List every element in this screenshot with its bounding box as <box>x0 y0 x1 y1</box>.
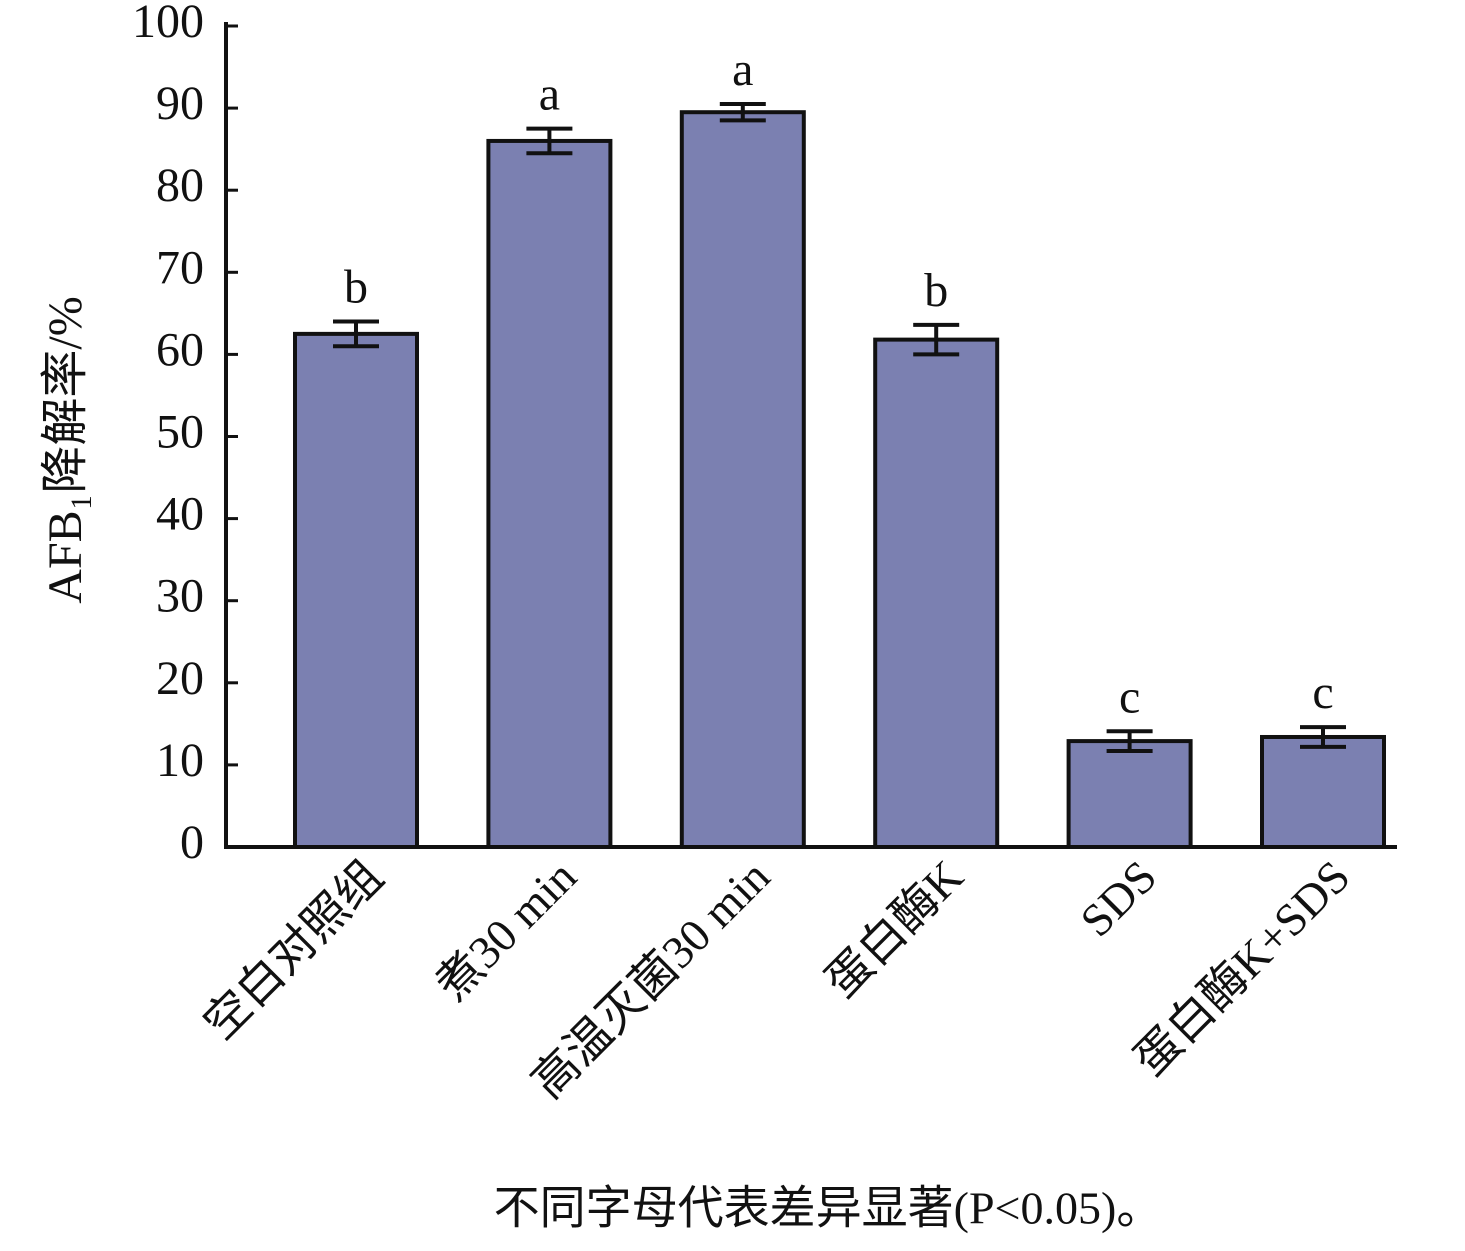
significance-label: c <box>1312 666 1333 719</box>
significance-label: b <box>344 261 368 314</box>
x-tick-label: 空白对照组 <box>194 850 393 1049</box>
y-axis-label: AFB₁降解率/% <box>39 296 92 603</box>
y-tick-label: 0 <box>180 816 204 869</box>
y-tick-label: 50 <box>156 406 204 459</box>
y-tick-label: 80 <box>156 159 204 212</box>
error-bar <box>913 322 960 357</box>
bar <box>1066 739 1193 849</box>
y-tick-label: 30 <box>156 570 204 623</box>
significance-label: c <box>1119 670 1140 723</box>
error-bar <box>526 126 573 156</box>
significance-label: a <box>732 43 753 96</box>
x-tick-label: 蛋白酶K <box>816 850 973 1007</box>
error-bar <box>1106 729 1153 753</box>
bar <box>873 337 1000 849</box>
error-bar <box>333 319 379 349</box>
y-tick-label: 60 <box>156 323 204 376</box>
y-tick-label: 70 <box>156 241 204 294</box>
bar <box>293 331 419 849</box>
error-bar <box>1300 725 1346 749</box>
y-tick-label: 20 <box>156 652 204 705</box>
bar <box>679 110 806 849</box>
bar <box>486 138 613 849</box>
x-tick-label: SDS <box>1070 850 1166 946</box>
x-tick-label: 煮30 min <box>426 850 586 1010</box>
error-bar <box>719 101 766 123</box>
y-tick-label: 10 <box>156 734 204 787</box>
y-tick-label: 40 <box>156 488 204 541</box>
footnote: 不同字母代表差异显著(P<0.05)。 <box>494 1183 1163 1234</box>
significance-label: b <box>924 264 948 317</box>
y-tick-label: 90 <box>156 77 204 130</box>
y-tick-label: 100 <box>132 0 204 48</box>
significance-label: a <box>539 68 560 121</box>
bar <box>1260 734 1386 850</box>
